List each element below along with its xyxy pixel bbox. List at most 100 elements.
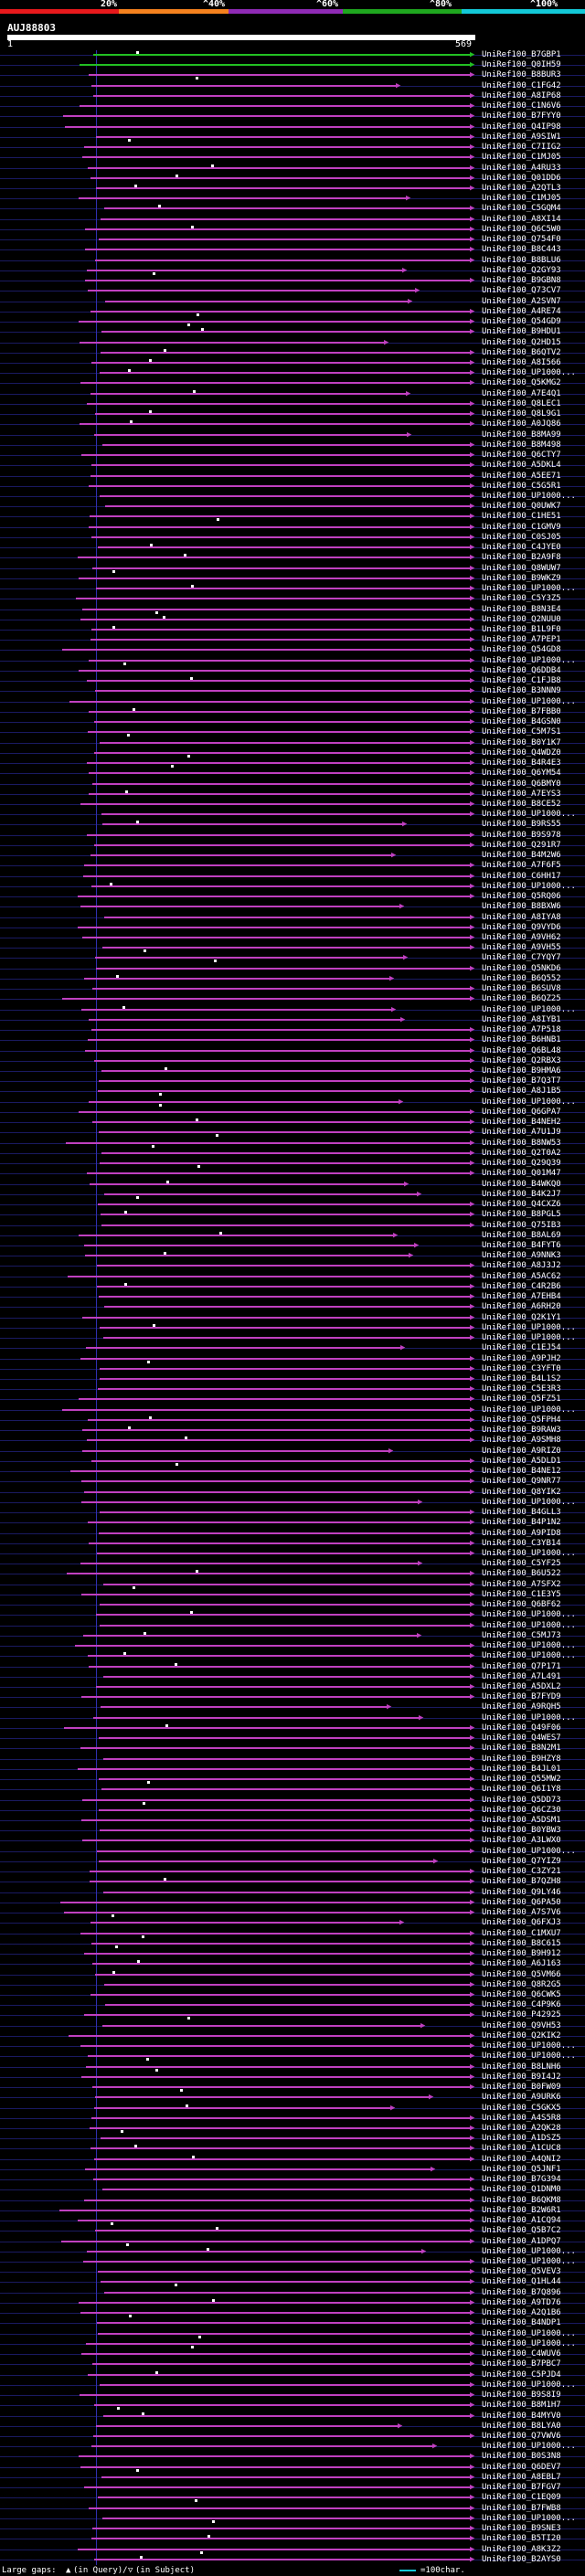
hit-row[interactable]: ▶ UniRef100_UP1000...: [0, 810, 585, 820]
hit-accession[interactable]: UniRef100_Q54GD9: [482, 317, 561, 326]
hit-accession[interactable]: UniRef100_A9VH55: [482, 943, 561, 952]
hit-row[interactable]: ▶ UniRef100_Q54GD8: [0, 645, 585, 655]
hit-accession[interactable]: UniRef100_A8IYB1: [482, 1015, 561, 1024]
hit-accession[interactable]: UniRef100_B4P1N2: [482, 1518, 561, 1527]
hit-accession[interactable]: UniRef100_Q8YIK2: [482, 1488, 561, 1497]
hit-accession[interactable]: UniRef100_A9SIW1: [482, 133, 561, 142]
hit-accession[interactable]: UniRef100_B0S3N8: [482, 2452, 561, 2461]
hit-row[interactable]: ▶ UniRef100_C4WUV6: [0, 2349, 585, 2359]
hit-accession[interactable]: UniRef100_UP1000...: [482, 2442, 576, 2451]
hit-accession[interactable]: UniRef100_C5E3R3: [482, 1384, 561, 1394]
hit-row[interactable]: ▶ UniRef100_Q2KIK2: [0, 2031, 585, 2041]
hit-row[interactable]: ▶ UniRef100_B9HZY8: [0, 1754, 585, 1765]
hit-row[interactable]: ▶ UniRef100_UP1000...: [0, 882, 585, 892]
hit-accession[interactable]: UniRef100_B9H912: [482, 1949, 561, 1958]
hit-accession[interactable]: UniRef100_Q9VYD6: [482, 923, 561, 932]
hit-row[interactable]: ▶ UniRef100_Q6CZ30: [0, 1806, 585, 1816]
hit-accession[interactable]: UniRef100_B9SNE3: [482, 2524, 561, 2533]
hit-row[interactable]: ▶ UniRef100_A4S5R8: [0, 2114, 585, 2124]
hit-row[interactable]: ▶ UniRef100_C5G5R1: [0, 482, 585, 492]
hit-row[interactable]: ▶ UniRef100_UP1000...: [0, 1323, 585, 1333]
hit-accession[interactable]: UniRef100_B0FW09: [482, 2083, 561, 2092]
hit-accession[interactable]: UniRef100_B4GLL3: [482, 1508, 561, 1517]
hit-row[interactable]: ▶ UniRef100_Q6C5W0: [0, 225, 585, 235]
hit-accession[interactable]: UniRef100_Q8L9G1: [482, 409, 561, 419]
hit-accession[interactable]: UniRef100_UP1000...: [482, 2339, 576, 2348]
hit-accession[interactable]: UniRef100_B2A9F8: [482, 553, 561, 562]
hit-row[interactable]: ▶ UniRef100_C4R2B6: [0, 1282, 585, 1292]
hit-row[interactable]: ▶ UniRef100_Q4WDZ0: [0, 748, 585, 758]
hit-accession[interactable]: UniRef100_C1MXU7: [482, 1929, 561, 1938]
hit-row[interactable]: ▶ UniRef100_Q6DEV7: [0, 2463, 585, 2473]
hit-accession[interactable]: UniRef100_Q2NUU0: [482, 615, 561, 624]
hit-row[interactable]: ▶ UniRef100_C3ZY21: [0, 1867, 585, 1877]
hit-row[interactable]: ▶ UniRef100_Q7VWV6: [0, 2432, 585, 2442]
hit-row[interactable]: ▶ UniRef100_Q8LEC1: [0, 399, 585, 409]
hit-accession[interactable]: UniRef100_B2W6R1: [482, 2206, 561, 2215]
hit-accession[interactable]: UniRef100_B9HMA6: [482, 1066, 561, 1076]
hit-row[interactable]: ▶ UniRef100_Q6FXJ3: [0, 1918, 585, 1928]
hit-row[interactable]: ▶ UniRef100_Q5DD73: [0, 1796, 585, 1806]
hit-accession[interactable]: UniRef100_A2QK28: [482, 2124, 561, 2133]
hit-row[interactable]: ▶ UniRef100_A7L491: [0, 1672, 585, 1682]
hit-accession[interactable]: UniRef100_B8N2M1: [482, 1744, 561, 1753]
hit-row[interactable]: ▶ UniRef100_C1N6V6: [0, 101, 585, 111]
hit-row[interactable]: ▶ UniRef100_B8BLU6: [0, 256, 585, 266]
hit-accession[interactable]: UniRef100_UP1000...: [482, 2051, 576, 2061]
hit-accession[interactable]: UniRef100_B8MA99: [482, 430, 561, 440]
hit-accession[interactable]: UniRef100_B8M1H7: [482, 2401, 561, 2410]
hit-row[interactable]: ▶ UniRef100_A8IYA8: [0, 913, 585, 923]
hit-accession[interactable]: UniRef100_Q6BMY0: [482, 779, 561, 789]
hit-row[interactable]: ▶ UniRef100_Q9LY46: [0, 1888, 585, 1898]
hit-row[interactable]: ▶ UniRef100_B7PBC7: [0, 2359, 585, 2369]
hit-accession[interactable]: UniRef100_A5DXL2: [482, 1682, 561, 1691]
hit-accession[interactable]: UniRef100_Q6DEV7: [482, 2463, 561, 2472]
hit-accession[interactable]: UniRef100_B3NNN9: [482, 686, 561, 695]
hit-row[interactable]: ▶ UniRef100_UP1000...: [0, 1610, 585, 1620]
hit-row[interactable]: ▶ UniRef100_B8BXW6: [0, 902, 585, 912]
hit-accession[interactable]: UniRef100_Q0UWK7: [482, 502, 561, 511]
hit-accession[interactable]: UniRef100_UP1000...: [482, 656, 576, 665]
hit-accession[interactable]: UniRef100_Q55MW2: [482, 1775, 561, 1784]
hit-accession[interactable]: UniRef100_UP1000...: [482, 1621, 576, 1630]
hit-row[interactable]: ▶ UniRef100_A9PJH2: [0, 1354, 585, 1364]
hit-row[interactable]: ▶ UniRef100_C1HE51: [0, 512, 585, 522]
hit-row[interactable]: ▶ UniRef100_B8LYA0: [0, 2422, 585, 2432]
hit-row[interactable]: ▶ UniRef100_A4RU33: [0, 164, 585, 174]
hit-accession[interactable]: UniRef100_C5GKX5: [482, 2104, 561, 2113]
hit-accession[interactable]: UniRef100_C7IIG2: [482, 143, 561, 152]
hit-row[interactable]: ▶ UniRef100_B4NDP1: [0, 2318, 585, 2328]
hit-accession[interactable]: UniRef100_B7FYD9: [482, 1692, 561, 1701]
hit-accession[interactable]: UniRef100_A9URK6: [482, 2093, 561, 2102]
hit-row[interactable]: ▶ UniRef100_Q8L9G1: [0, 409, 585, 419]
hit-accession[interactable]: UniRef100_C5YF25: [482, 1559, 561, 1568]
hit-accession[interactable]: UniRef100_UP1000...: [482, 2514, 576, 2523]
hit-accession[interactable]: UniRef100_B7GBP1: [482, 50, 561, 59]
hit-row[interactable]: ▶ UniRef100_A9NNK3: [0, 1251, 585, 1261]
hit-row[interactable]: ▶ UniRef100_B9S8I9: [0, 2390, 585, 2401]
hit-accession[interactable]: UniRef100_C1FJB8: [482, 676, 561, 685]
hit-accession[interactable]: UniRef100_Q7YIZ9: [482, 1857, 561, 1866]
hit-accession[interactable]: UniRef100_Q4WDZ0: [482, 748, 561, 758]
hit-accession[interactable]: UniRef100_C1N6V6: [482, 101, 561, 111]
hit-accession[interactable]: UniRef100_A8I566: [482, 358, 561, 367]
hit-accession[interactable]: UniRef100_B6HNB1: [482, 1035, 561, 1044]
hit-accession[interactable]: UniRef100_Q49F06: [482, 1723, 561, 1733]
hit-row[interactable]: ▶ UniRef100_B2A9F8: [0, 553, 585, 563]
hit-accession[interactable]: UniRef100_UP1000...: [482, 1651, 576, 1660]
hit-accession[interactable]: UniRef100_UP1000...: [482, 1713, 576, 1723]
hit-row[interactable]: ▶ UniRef100_C5M7S1: [0, 727, 585, 737]
hit-row[interactable]: ▶ UniRef100_B0S3N8: [0, 2452, 585, 2462]
hit-accession[interactable]: UniRef100_A9TD76: [482, 2298, 561, 2307]
hit-row[interactable]: ▶ UniRef100_C7YQY7: [0, 953, 585, 963]
hit-row[interactable]: ▶ UniRef100_B9GBN8: [0, 276, 585, 286]
hit-row[interactable]: ▶ UniRef100_C4JYE0: [0, 543, 585, 553]
hit-row[interactable]: ▶ UniRef100_B4NEH2: [0, 1118, 585, 1128]
hit-row[interactable]: ▶ UniRef100_A4RE74: [0, 307, 585, 317]
hit-row[interactable]: ▶ UniRef100_B4P1N2: [0, 1518, 585, 1528]
hit-row[interactable]: ▶ UniRef100_UP1000...: [0, 1847, 585, 1857]
hit-row[interactable]: ▶ UniRef100_A2QK28: [0, 2124, 585, 2134]
hit-row[interactable]: ▶ UniRef100_C1MJ05: [0, 153, 585, 163]
hit-accession[interactable]: UniRef100_Q7P171: [482, 1662, 561, 1671]
hit-accession[interactable]: UniRef100_Q6DDB4: [482, 666, 561, 675]
